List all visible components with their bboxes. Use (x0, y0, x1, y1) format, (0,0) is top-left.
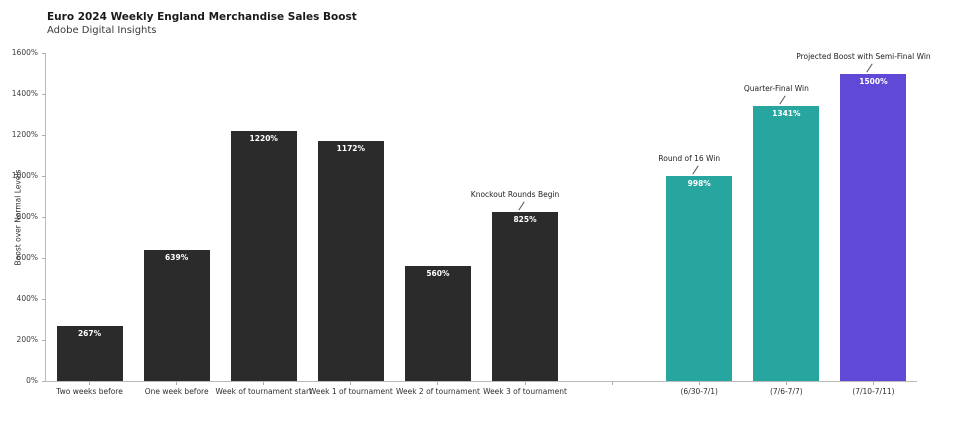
bar-value-label: 560% (426, 269, 450, 279)
y-tick-mark (42, 93, 46, 95)
annotation-leader-line (779, 95, 786, 105)
y-tick-label: 0% (26, 376, 38, 385)
y-tick-mark (42, 339, 46, 341)
y-tick-label: 600% (16, 253, 38, 262)
y-tick-label: 1000% (11, 171, 38, 180)
y-tick-mark (42, 380, 46, 382)
annotation-leader-line (518, 201, 525, 211)
bar: 998% (666, 176, 733, 381)
x-tick-mark (263, 381, 265, 385)
y-tick-label: 1200% (11, 130, 38, 139)
y-tick-mark (42, 257, 46, 259)
annotation-label: Round of 16 Win (658, 154, 721, 164)
y-tick-label: 200% (16, 335, 38, 344)
bar: 1341% (753, 106, 820, 381)
x-tick-label: (6/30-7/1) (680, 387, 718, 396)
y-tick-mark (42, 298, 46, 300)
annotation-label: Projected Boost with Semi-Final Win (796, 51, 931, 61)
bar-value-label: 1220% (249, 133, 278, 143)
y-tick-label: 400% (16, 294, 38, 303)
x-tick-mark (437, 381, 439, 385)
y-tick-mark (42, 134, 46, 136)
bar: 1500% (840, 73, 907, 381)
bar-value-label: 639% (165, 253, 189, 263)
y-tick-mark (42, 175, 46, 177)
x-tick-mark (872, 381, 874, 385)
y-tick-label: 800% (16, 212, 38, 221)
plot-area: 0% 200% 400% 600% 800% 1000% 1200% 1400% 1600% Tw… (12, 49, 931, 397)
bar: 1172% (317, 140, 384, 381)
bar-value-label: 1341% (772, 109, 801, 119)
x-tick-mark (524, 381, 526, 385)
x-tick-label: Week of tournament start (215, 387, 313, 396)
bar-value-label: 1500% (859, 76, 888, 86)
bar: 1220% (230, 130, 297, 381)
x-tick-label: (7/10-7/11) (852, 387, 895, 396)
x-tick-mark (176, 381, 178, 385)
annotation-label: Knockout Rounds Begin (470, 189, 560, 199)
y-tick-mark (42, 216, 46, 218)
x-tick-mark (350, 381, 352, 385)
annotation-leader-line (692, 165, 699, 175)
x-tick-mark (89, 381, 91, 385)
chart-subtitle: Adobe Digital Insights (47, 25, 157, 36)
x-tick-label: Week 3 of tournament (483, 387, 567, 396)
bar: 560% (404, 266, 471, 381)
x-tick-mark (698, 381, 700, 385)
x-tick-label: Week 1 of tournament (308, 387, 393, 396)
chart-title: Euro 2024 Weekly England Merchandise Sal… (47, 11, 357, 23)
bar-value-label: 825% (513, 214, 537, 224)
annotation-leader-line (866, 63, 874, 72)
x-tick-label: Two weeks before (56, 387, 123, 396)
bar: 639% (143, 250, 210, 381)
x-tick-label: (7/6-7/7) (769, 387, 803, 396)
x-tick-label: One week before (144, 387, 209, 396)
bar: 267% (56, 326, 123, 381)
y-tick-label: 1400% (11, 89, 38, 98)
y-tick-label: 1600% (11, 48, 38, 57)
y-tick-mark (42, 52, 46, 54)
bar: 825% (492, 211, 559, 381)
bar-value-label: 1172% (336, 143, 366, 153)
x-tick-mark (785, 381, 787, 385)
annotation-label: Quarter-Final Win (743, 84, 809, 94)
x-tick-mark (611, 381, 613, 385)
bar-value-label: 267% (77, 329, 102, 339)
bar-value-label: 998% (687, 179, 711, 189)
x-tick-label: Week 2 of tournament (395, 387, 480, 396)
